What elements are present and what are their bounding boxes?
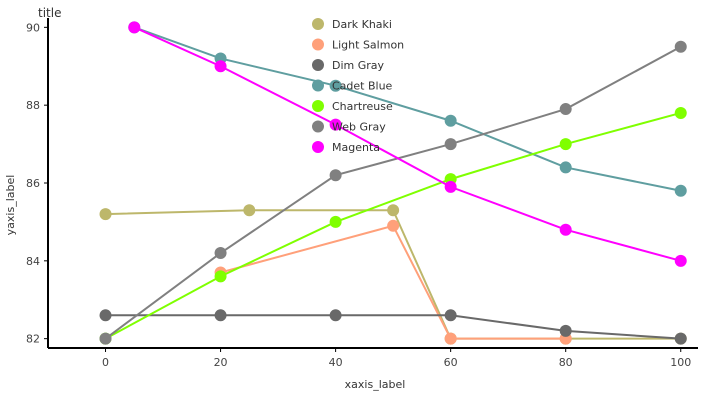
y-axis-title: yaxis_label xyxy=(4,175,17,236)
x-tick-label: 80 xyxy=(559,356,573,369)
data-point-dark-khaki xyxy=(243,204,256,217)
series-magenta xyxy=(128,21,687,267)
data-point-dim-gray xyxy=(214,309,227,322)
data-point-light-salmon xyxy=(387,219,400,232)
data-point-dim-gray xyxy=(99,309,112,322)
x-tick-label: 40 xyxy=(329,356,343,369)
data-point-web-gray xyxy=(674,40,687,53)
x-tick-label: 100 xyxy=(670,356,691,369)
series-line-cadet-blue xyxy=(133,26,681,192)
series-dim-gray xyxy=(99,309,687,345)
series-layer xyxy=(99,21,687,345)
data-point-web-gray xyxy=(214,247,227,260)
y-tick-label: 82 xyxy=(26,333,40,346)
legend-label-light-salmon: Light Salmon xyxy=(332,39,404,52)
legend-label-dark-khaki: Dark Khaki xyxy=(332,18,392,31)
data-point-magenta xyxy=(559,223,572,236)
series-line-magenta xyxy=(133,26,682,262)
data-point-cadet-blue xyxy=(444,114,457,127)
data-point-cadet-blue xyxy=(674,184,687,197)
x-tick-label: 60 xyxy=(444,356,458,369)
series-line-light-salmon xyxy=(220,224,566,340)
legend-label-dim-gray: Dim Gray xyxy=(332,59,385,72)
data-point-chartreuse xyxy=(214,270,227,283)
series-light-salmon xyxy=(214,219,572,345)
data-point-dim-gray xyxy=(674,332,687,345)
y-tick-label: 84 xyxy=(26,255,40,268)
data-point-magenta xyxy=(674,254,687,267)
legend-label-cadet-blue: Cadet Blue xyxy=(332,80,393,93)
data-point-magenta xyxy=(214,60,227,73)
y-tick-label: 88 xyxy=(26,99,40,112)
series-cadet-blue xyxy=(128,21,687,197)
data-point-web-gray xyxy=(559,103,572,116)
legend-swatch-chartreuse xyxy=(312,100,324,112)
y-tick-label: 90 xyxy=(26,21,40,34)
data-point-chartreuse xyxy=(329,215,342,228)
series-line-chartreuse xyxy=(105,111,682,340)
chart-title: title xyxy=(38,6,61,20)
legend-swatch-cadet-blue xyxy=(312,79,324,92)
data-point-dim-gray xyxy=(559,324,572,337)
data-point-dim-gray xyxy=(329,309,342,322)
data-point-cadet-blue xyxy=(559,161,572,174)
data-point-dark-khaki xyxy=(387,204,400,217)
data-point-magenta xyxy=(128,21,141,34)
series-line-dark-khaki xyxy=(105,209,681,340)
data-point-web-gray xyxy=(99,332,112,345)
axes: 0 20 40 60 80 100 82 84 86 88 90 xyxy=(26,18,698,369)
legend-label-magenta: Magenta xyxy=(332,141,380,154)
y-tick-label: 86 xyxy=(26,177,40,190)
series-web-gray xyxy=(99,40,687,345)
series-line-web-gray xyxy=(104,45,682,340)
series-line-dim-gray xyxy=(105,314,681,340)
data-point-magenta xyxy=(329,118,342,131)
x-tick-label: 20 xyxy=(214,356,228,369)
legend-label-web-gray: Web Gray xyxy=(332,121,386,134)
legend-swatch-light-salmon xyxy=(312,38,324,51)
legend-swatch-web-gray xyxy=(312,120,324,133)
legend-swatch-dark-khaki xyxy=(312,18,324,30)
legend-label-chartreuse: Chartreuse xyxy=(332,100,393,113)
data-point-web-gray xyxy=(444,138,457,151)
data-point-web-gray xyxy=(329,169,342,182)
data-point-magenta xyxy=(444,180,457,193)
data-point-light-salmon xyxy=(444,332,457,345)
legend-swatch-magenta xyxy=(312,141,324,153)
x-tick-label: 0 xyxy=(102,356,109,369)
data-point-chartreuse xyxy=(559,138,572,151)
x-axis-title: xaxis_label xyxy=(345,378,406,391)
data-point-cadet-blue xyxy=(329,79,342,92)
data-point-dark-khaki xyxy=(99,208,112,221)
data-point-chartreuse xyxy=(674,106,687,119)
legend: Dark Khaki Light Salmon Dim Gray Cadet Blue… xyxy=(312,18,404,154)
data-point-dim-gray xyxy=(444,309,457,322)
legend-swatch-dim-gray xyxy=(312,59,324,71)
